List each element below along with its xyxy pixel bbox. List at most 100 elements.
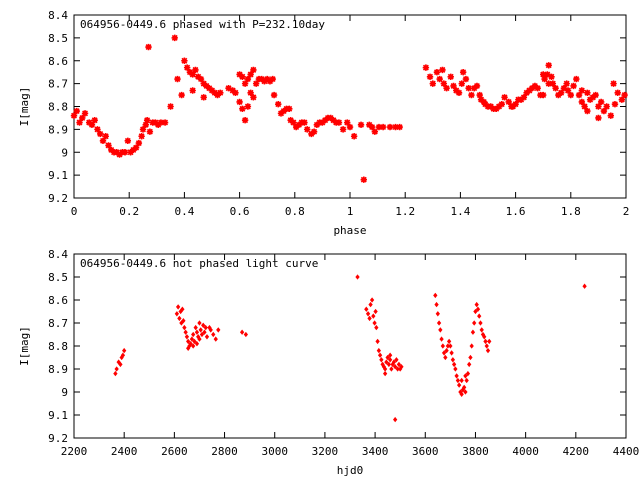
data-point bbox=[450, 82, 457, 90]
x-tick-label: 0 bbox=[71, 205, 78, 218]
data-point bbox=[208, 327, 213, 333]
data-point bbox=[472, 320, 477, 326]
data-point bbox=[463, 389, 468, 395]
data-point bbox=[433, 68, 441, 76]
data-point bbox=[145, 43, 152, 51]
data-point bbox=[541, 75, 548, 83]
data-point bbox=[457, 382, 462, 388]
data-point bbox=[216, 327, 221, 333]
data-point bbox=[203, 324, 208, 331]
data-point bbox=[355, 274, 360, 280]
data-point bbox=[448, 343, 453, 349]
data-point bbox=[545, 62, 552, 69]
data-point bbox=[122, 347, 127, 354]
data-point bbox=[450, 357, 456, 363]
x-tick-label: 0.8 bbox=[285, 205, 305, 218]
data-point bbox=[578, 87, 586, 94]
data-point bbox=[470, 329, 476, 335]
data-point bbox=[584, 107, 591, 115]
data-point bbox=[189, 71, 196, 78]
x-tick-label: 2400 bbox=[111, 445, 138, 458]
data-point bbox=[462, 75, 470, 83]
data-point bbox=[607, 112, 615, 119]
x-tick-label: 3200 bbox=[312, 445, 339, 458]
data-point bbox=[199, 331, 205, 338]
data-point bbox=[339, 126, 347, 133]
data-point bbox=[250, 66, 257, 74]
y-tick-label: 8.6 bbox=[48, 55, 68, 68]
phased-light-curve-panel: 0 0.2 0.4 0.6 0.8 1 1.2 1.4 1.6 1.8 2 8.4 8.5 8.6 8.7 8… bbox=[18, 9, 629, 237]
data-point bbox=[81, 110, 89, 117]
data-point bbox=[183, 64, 191, 71]
data-point bbox=[239, 105, 246, 112]
x-tick-label: 0.4 bbox=[174, 205, 194, 218]
data-point bbox=[540, 71, 547, 78]
data-point bbox=[192, 66, 199, 74]
x-axis-label: hjd0 bbox=[337, 464, 364, 477]
data-point bbox=[386, 361, 392, 368]
data-point bbox=[290, 119, 297, 126]
data-point bbox=[113, 370, 118, 377]
data-point bbox=[239, 329, 245, 335]
data-point bbox=[182, 324, 187, 331]
data-point bbox=[181, 57, 188, 64]
data-point bbox=[244, 75, 252, 83]
y-tick-label: 9 bbox=[61, 386, 68, 399]
x-tick-label: 3600 bbox=[412, 445, 439, 458]
data-point bbox=[275, 101, 282, 108]
data-point bbox=[462, 384, 467, 391]
data-point bbox=[177, 315, 182, 322]
data-point bbox=[198, 327, 203, 333]
data-point bbox=[478, 320, 483, 326]
data-point bbox=[564, 87, 572, 94]
data-point bbox=[225, 85, 232, 92]
data-point bbox=[217, 89, 224, 96]
data-point bbox=[426, 73, 434, 80]
data-point bbox=[188, 341, 193, 347]
data-point bbox=[197, 320, 202, 326]
y-axis-label: I[mag] bbox=[18, 87, 31, 127]
data-point bbox=[438, 327, 443, 333]
data-point bbox=[286, 105, 293, 112]
data-point bbox=[459, 391, 464, 397]
data-point bbox=[232, 89, 239, 96]
data-point bbox=[454, 373, 459, 379]
data-point bbox=[498, 101, 505, 108]
data-point bbox=[382, 370, 388, 377]
chart-title: 064956-0449.6 not phased light curve bbox=[80, 257, 318, 270]
data-point bbox=[376, 347, 381, 354]
data-point bbox=[610, 80, 617, 87]
data-point bbox=[191, 343, 196, 349]
data-point bbox=[192, 338, 197, 345]
data-point bbox=[175, 304, 181, 310]
data-point bbox=[374, 324, 379, 331]
y-tick-label: 8.8 bbox=[48, 101, 68, 114]
data-point bbox=[433, 292, 438, 299]
data-point bbox=[197, 336, 202, 342]
data-point bbox=[557, 89, 565, 96]
x-tick-label: 1.8 bbox=[561, 205, 581, 218]
data-point bbox=[97, 130, 104, 138]
data-point bbox=[552, 85, 559, 92]
x-tick-label: 2600 bbox=[161, 445, 188, 458]
data-point bbox=[451, 361, 457, 368]
data-point bbox=[467, 361, 472, 368]
data-point bbox=[597, 98, 605, 106]
data-point bbox=[132, 144, 140, 151]
data-point bbox=[357, 121, 365, 128]
data-point bbox=[468, 354, 473, 361]
data-point bbox=[270, 91, 278, 99]
data-point bbox=[473, 82, 481, 90]
data-point bbox=[436, 320, 442, 326]
x-tick-label: 2200 bbox=[61, 445, 88, 458]
data-point bbox=[435, 311, 440, 317]
data-point bbox=[194, 329, 200, 335]
data-point bbox=[389, 366, 394, 372]
data-point bbox=[545, 80, 552, 87]
data-point bbox=[575, 91, 583, 99]
x-tick-label: 2800 bbox=[211, 445, 238, 458]
data-point bbox=[614, 89, 621, 96]
data-point bbox=[520, 94, 528, 101]
data-point bbox=[371, 128, 379, 135]
data-point bbox=[567, 91, 574, 99]
